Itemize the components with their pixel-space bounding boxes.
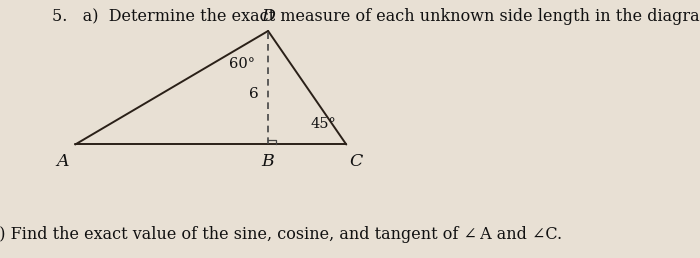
Text: B: B	[262, 153, 274, 170]
Text: 6: 6	[249, 87, 259, 101]
Text: 45°: 45°	[311, 117, 337, 131]
Text: D: D	[261, 8, 275, 25]
Text: b) Find the exact value of the sine, cosine, and tangent of ∠ A and ∠C.: b) Find the exact value of the sine, cos…	[0, 225, 563, 243]
Text: C: C	[349, 153, 363, 170]
Text: 5.   a)  Determine the exact measure of each unknown side length in the diagram.: 5. a) Determine the exact measure of eac…	[52, 8, 700, 25]
Text: A: A	[56, 153, 69, 170]
Text: 60°: 60°	[229, 58, 255, 71]
